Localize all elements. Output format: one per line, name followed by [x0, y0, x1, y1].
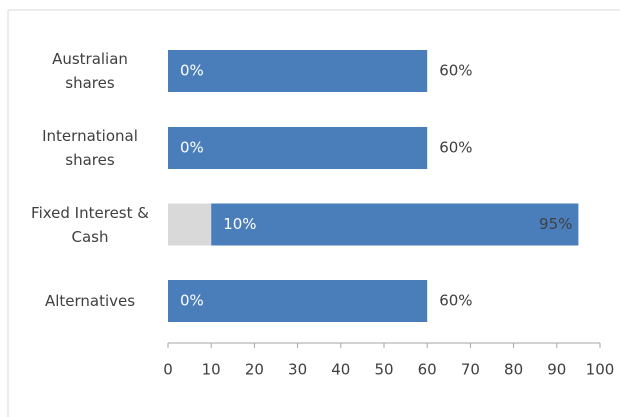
data-label: 0% [180, 139, 204, 157]
x-tick-label: 100 [586, 361, 615, 379]
data-label: 0% [180, 62, 204, 80]
x-tick-label: 50 [374, 361, 393, 379]
bar-range [168, 127, 428, 169]
data-label: 95% [539, 215, 572, 233]
data-label: 60% [439, 292, 472, 310]
x-tick-label: 10 [202, 361, 221, 379]
data-label: 0% [180, 292, 204, 310]
bar-low [168, 203, 212, 246]
x-tick-label: 80 [504, 361, 523, 379]
x-tick-label: 90 [547, 361, 566, 379]
data-label: 10% [223, 215, 256, 233]
data-label: 60% [439, 139, 472, 157]
x-tick-label: 60 [418, 361, 437, 379]
x-tick-label: 0 [163, 361, 173, 379]
y-tick-label: Australian shares [52, 50, 128, 92]
data-label: 60% [439, 62, 472, 80]
bar-range [211, 203, 579, 246]
bar-range [168, 50, 428, 92]
y-tick-label: Alternatives [44, 292, 136, 310]
y-tick-label: Fixed Interest & Cash [31, 203, 149, 246]
x-tick-label: 40 [331, 361, 350, 379]
x-tick-label: 70 [461, 361, 480, 379]
x-tick-label: 30 [288, 361, 307, 379]
y-tick-label: International shares [42, 127, 138, 169]
bar-range [168, 280, 428, 322]
x-tick-label: 20 [245, 361, 264, 379]
